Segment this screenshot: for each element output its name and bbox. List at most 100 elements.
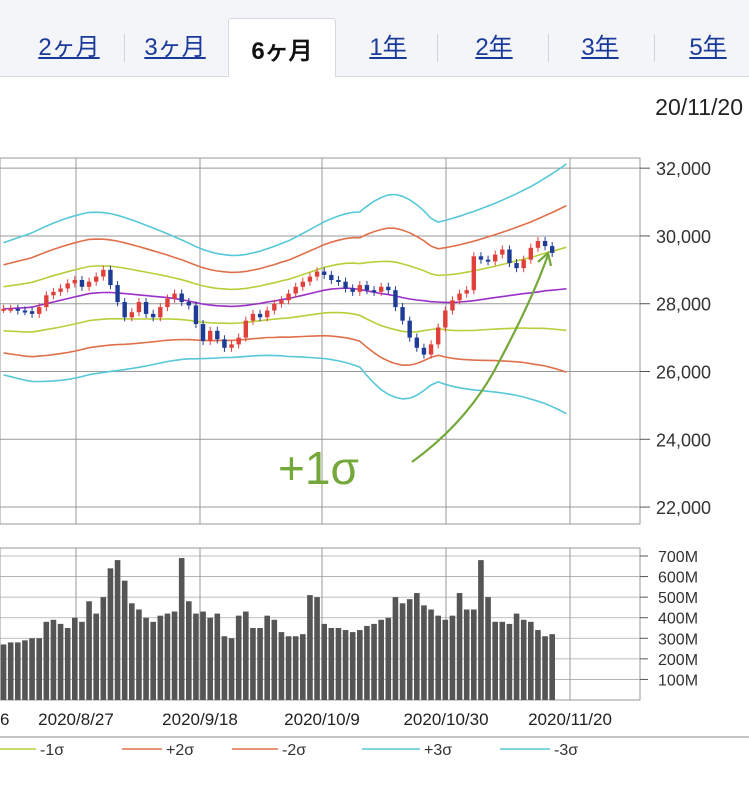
candle-body [307,276,313,282]
candle-body [393,290,398,308]
candle-body [93,276,99,282]
candle-body [58,288,63,292]
tab-2-months[interactable]: 2ヶ月 [38,33,100,61]
volume-tick-label: 600M [658,570,698,587]
tab-separator [437,34,438,62]
candle-body [65,283,70,289]
volume-tick-label: 200M [658,652,698,669]
volume-bar [50,619,57,700]
volume-bar [442,619,449,700]
volume-bar [520,619,527,700]
candle-body [257,313,263,318]
candle-body [143,302,149,314]
candle-body [79,280,85,287]
candle-body [336,280,341,282]
volume-bar [129,603,135,700]
period-tab-bar: 2ヶ月 3ヶ月 6ヶ月 1年 2年 3年 5年 [0,0,749,77]
volume-bar [549,634,555,700]
volume-bar [228,638,235,700]
volume-bar [164,613,171,700]
candle-body [514,263,519,269]
candle-body [286,293,291,301]
candle-body [421,347,427,355]
volume-bar [528,621,534,700]
price-tick-label: 26,000 [656,363,711,383]
volume-bar [107,568,114,700]
volume-bar [428,609,434,700]
candle-body [350,288,355,292]
candle-body [22,310,28,313]
volume-axis: 700M 600M 500M 400M 300M 200M 100M [640,549,698,689]
candle-body [485,259,491,262]
tab-3-years[interactable]: 3年 [581,33,619,61]
legend-label: +2σ [166,742,194,759]
volume-tick-label: 500M [658,590,698,607]
volume-bar [271,619,278,700]
chart-date: 20/11/20 [655,94,743,120]
candle-body [236,337,241,345]
volume-bar [214,613,221,700]
candle-body [400,307,405,321]
tab-5-years[interactable]: 5年 [689,33,727,61]
volume-bar [257,628,263,700]
candle-body [471,256,477,291]
candle-body [86,281,92,287]
volume-bar [200,611,206,700]
volume-bar [207,617,213,700]
volume-bar [15,642,21,700]
price-panel-frame [0,157,641,525]
volume-bar [22,640,28,700]
candle-body [44,295,49,308]
volume-bar [535,630,541,700]
tab-3-months[interactable]: 3ヶ月 [144,33,206,61]
date-tick-label: 6 [0,710,9,729]
volume-bar [235,615,242,700]
minus-2-sigma-line [3,334,567,373]
legend-label: -2σ [282,742,306,759]
volume-bar [357,630,363,700]
volume-bar [492,621,498,700]
tab-separator [548,34,549,62]
tab-separator [124,34,125,62]
candle-body [293,286,298,294]
volume-bar [513,613,520,700]
tab-2-years[interactable]: 2年 [475,33,513,61]
volume-tick-label: 400M [658,611,698,628]
volume-bar [342,630,349,700]
date-axis: 6 2020/8/27 2020/9/18 2020/10/9 2020/10/30 20… [0,710,749,738]
volume-bar [314,597,320,700]
price-tick-label: 28,000 [656,295,711,315]
candle-body [165,298,170,308]
candle-body [36,307,42,314]
candle-body [264,310,270,318]
volume-bar [72,617,78,700]
volume-bar [243,611,249,700]
volume-bar [406,599,413,700]
volume-panel-frame [0,547,641,701]
candle-body [215,330,220,340]
volume-bar [43,621,50,700]
price-tick-label: 22,000 [656,498,711,518]
tab-separator [654,34,655,62]
volume-bar [300,634,306,700]
candle-body [528,247,534,260]
legend-label: -1σ [40,742,64,759]
candle-body [29,311,35,314]
candle-body [364,285,370,291]
tab-6-months[interactable]: 6ヶ月 [228,18,336,77]
volume-bar [36,638,42,700]
candle-body [492,254,498,262]
candle-body [521,259,526,269]
candle-body [51,291,56,296]
price-axis: 32,000 30,000 28,000 26,000 24,000 22,000 [640,159,711,518]
candle-body [222,339,227,348]
candle-body [457,293,462,301]
volume-bar [371,623,377,700]
tab-1-year[interactable]: 1年 [369,33,407,61]
moving-average-line [3,287,567,310]
price-tick-label: 30,000 [656,227,711,247]
volume-bar [292,636,299,700]
candle-body [542,241,548,247]
candle-body [500,249,505,255]
volume-bar [157,615,164,700]
